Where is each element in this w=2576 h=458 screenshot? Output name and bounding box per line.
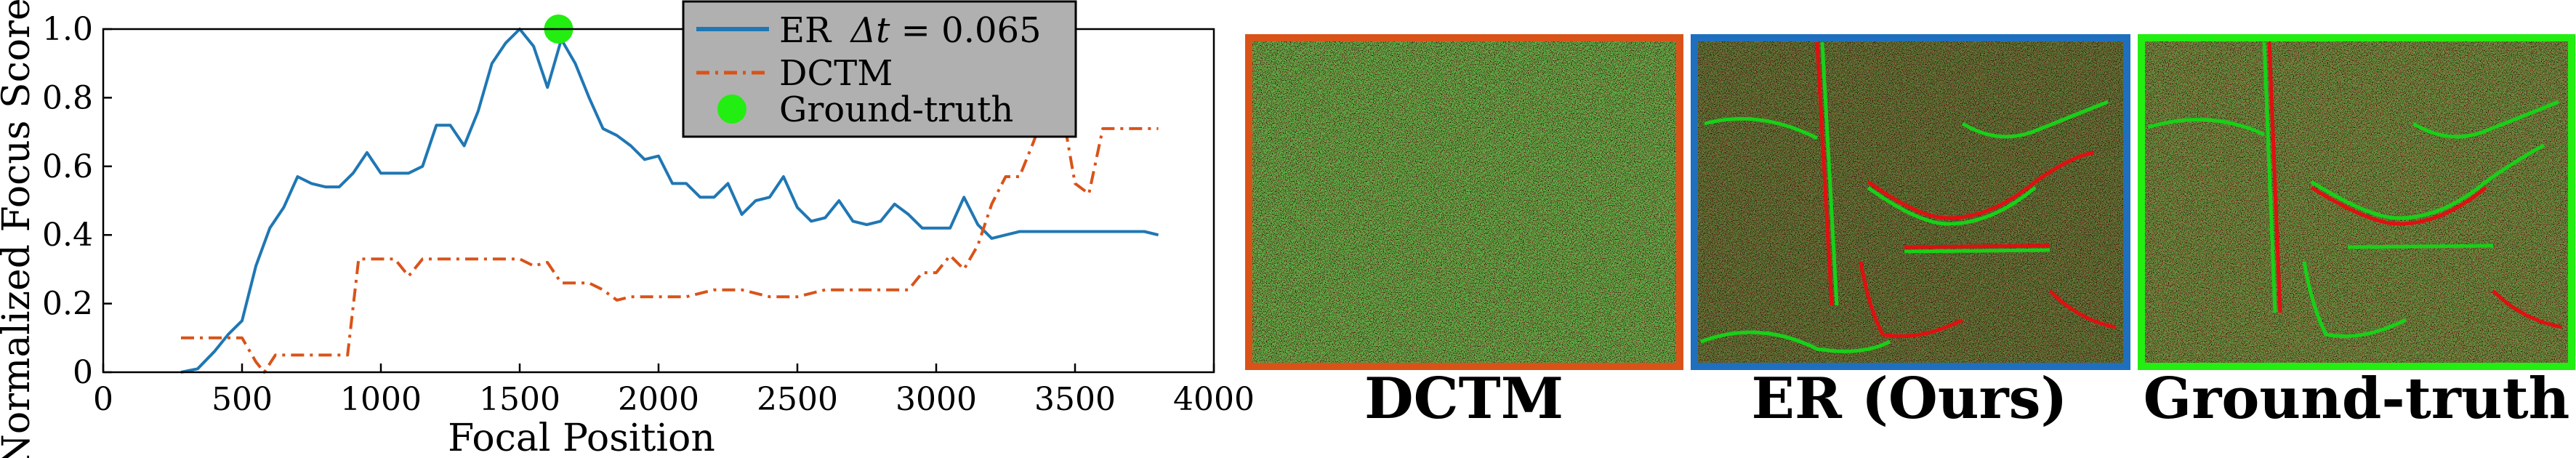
x-tick-label-2: 1000 bbox=[340, 381, 422, 418]
y-axis-label-text: Normalized Focus Score bbox=[0, 0, 39, 458]
panel-gt-noise-green bbox=[2145, 41, 2568, 363]
x-tick-label-5: 2500 bbox=[757, 381, 838, 418]
panel-dctm-caption: DCTM bbox=[1364, 366, 1563, 432]
legend: ER Δt = 0.065 DCTM Ground-truth bbox=[682, 0, 1077, 138]
legend-ground-truth-marker bbox=[717, 95, 746, 124]
x-tick-label-3: 1500 bbox=[479, 381, 560, 418]
panel-gt-edges bbox=[2147, 41, 2563, 338]
y-tick-label-2: 0.4 bbox=[42, 217, 93, 254]
series-line-er bbox=[180, 28, 1159, 374]
y-tick-label-3: 0.6 bbox=[42, 148, 93, 185]
panel-dctm: DCTM bbox=[1245, 34, 1683, 432]
y-tick-label-4: 0.8 bbox=[42, 79, 93, 116]
x-tick-label-4: 2000 bbox=[618, 381, 699, 418]
legend-box bbox=[682, 0, 1077, 138]
focus-score-chart: Normalized Focus Score Focal Position 0 5… bbox=[0, 0, 1255, 458]
x-tick-label-1: 500 bbox=[212, 381, 273, 418]
x-tick-label-0: 0 bbox=[93, 381, 113, 418]
x-axis-label: Focal Position bbox=[448, 417, 715, 458]
y-axis-label: Normalized Focus Score bbox=[0, 0, 39, 458]
y-tick-label-5: 1.0 bbox=[42, 11, 93, 48]
panel-er-caption: ER (Ours) bbox=[1752, 366, 2068, 432]
legend-er-math: Δt bbox=[849, 10, 890, 51]
legend-er-value: = 0.065 bbox=[901, 10, 1042, 51]
legend-er-label: ER Δt = 0.065 bbox=[779, 10, 1042, 51]
panel-ground-truth: Ground-truth bbox=[2138, 34, 2575, 432]
y-tick-label-0: 0 bbox=[73, 354, 93, 391]
panel-er-ours: ER (Ours) bbox=[1691, 34, 2130, 432]
legend-er-prefix: ER bbox=[779, 10, 832, 51]
panel-dctm-noise-green bbox=[1252, 41, 1676, 363]
panel-er-noise-green bbox=[1698, 41, 2123, 363]
x-tick-label-7: 3500 bbox=[1034, 381, 1116, 418]
legend-ground-truth-label: Ground-truth bbox=[779, 89, 1013, 130]
x-tick-label-6: 3000 bbox=[895, 381, 977, 418]
panel-er-edges bbox=[1700, 41, 2116, 353]
series-line-dctm bbox=[181, 103, 1159, 374]
x-tick-label-8: 4000 bbox=[1173, 381, 1255, 418]
x-axis-ticks: 0 500 1000 1500 2000 2500 3000 3500 4000 bbox=[93, 363, 1255, 418]
panel-gt-caption: Ground-truth bbox=[2144, 366, 2570, 432]
plot-frame bbox=[102, 28, 1215, 374]
legend-dctm-label: DCTM bbox=[779, 53, 893, 94]
y-axis-ticks: 0 0.2 0.4 0.6 0.8 1.0 bbox=[42, 11, 112, 391]
y-tick-label-1: 0.2 bbox=[42, 286, 93, 323]
